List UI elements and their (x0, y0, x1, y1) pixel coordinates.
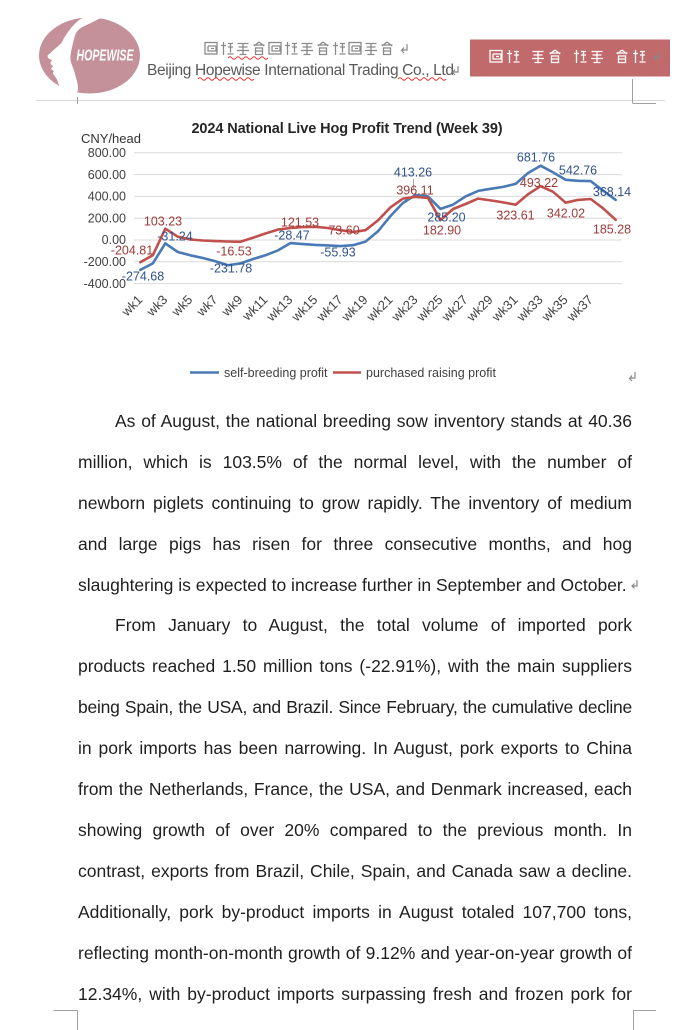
svg-text:wk3: wk3 (143, 292, 171, 320)
svg-text:purchased raising profit: purchased raising profit (366, 366, 496, 380)
svg-text:-274.68: -274.68 (122, 270, 164, 284)
svg-text:CNY/head: CNY/head (81, 131, 141, 146)
svg-text:-16.53: -16.53 (216, 245, 251, 259)
svg-text:681.76: 681.76 (517, 151, 555, 165)
svg-text:542.76: 542.76 (559, 164, 597, 178)
svg-text:73.60: 73.60 (328, 224, 359, 238)
svg-text:400.00: 400.00 (88, 190, 126, 204)
svg-text:wk21: wk21 (363, 292, 396, 325)
svg-text:-200.00: -200.00 (84, 255, 126, 269)
svg-text:0.00: 0.00 (102, 233, 126, 247)
svg-text:wk17: wk17 (313, 292, 346, 325)
svg-text:103.23: 103.23 (144, 215, 182, 229)
svg-text:396.11: 396.11 (396, 184, 433, 198)
svg-text:wk7: wk7 (193, 292, 221, 320)
svg-text:121.53: 121.53 (281, 216, 319, 230)
svg-text:285.20: 285.20 (427, 211, 465, 225)
svg-text:wk15: wk15 (288, 292, 321, 325)
svg-text:wk29: wk29 (463, 292, 496, 325)
svg-text:342.02: 342.02 (547, 207, 585, 221)
svg-text:413.26: 413.26 (394, 166, 432, 180)
svg-text:wk13: wk13 (263, 292, 296, 325)
svg-text:493.22: 493.22 (520, 176, 558, 190)
svg-text:wk23: wk23 (388, 292, 421, 325)
svg-text:-28.47: -28.47 (274, 229, 309, 243)
svg-text:800.00: 800.00 (88, 146, 126, 160)
svg-text:wk27: wk27 (438, 292, 471, 325)
svg-text:wk11: wk11 (238, 292, 270, 324)
svg-text:-400.00: -400.00 (84, 277, 126, 291)
svg-text:wk1: wk1 (118, 292, 146, 320)
svg-text:182.90: 182.90 (423, 224, 461, 238)
svg-text:wk37: wk37 (563, 292, 596, 325)
svg-text:wk19: wk19 (338, 292, 371, 325)
svg-text:368.14: 368.14 (593, 185, 631, 199)
svg-text:200.00: 200.00 (88, 211, 126, 225)
svg-text:wk35: wk35 (538, 292, 571, 325)
svg-text:600.00: 600.00 (88, 168, 126, 182)
svg-text:-204.81: -204.81 (111, 244, 153, 258)
svg-text:Beijing Hopewise International: Beijing Hopewise International Trading C… (147, 62, 454, 79)
svg-text:wk31: wk31 (488, 292, 521, 325)
svg-text:-31.24: -31.24 (157, 230, 192, 244)
svg-text:HOPEWISE: HOPEWISE (77, 47, 134, 64)
svg-text:wk33: wk33 (513, 292, 546, 325)
svg-text:self-breeding profit: self-breeding profit (224, 366, 328, 380)
svg-text:-231.78: -231.78 (210, 262, 252, 276)
svg-text:wk25: wk25 (413, 292, 446, 325)
svg-text:-55.93: -55.93 (320, 246, 355, 260)
svg-text:wk5: wk5 (168, 292, 196, 320)
svg-text:2024 National Live Hog Profit: 2024 National Live Hog Profit Trend (Wee… (191, 121, 502, 137)
svg-text:323.61: 323.61 (496, 209, 534, 223)
svg-text:185.28: 185.28 (593, 223, 631, 237)
